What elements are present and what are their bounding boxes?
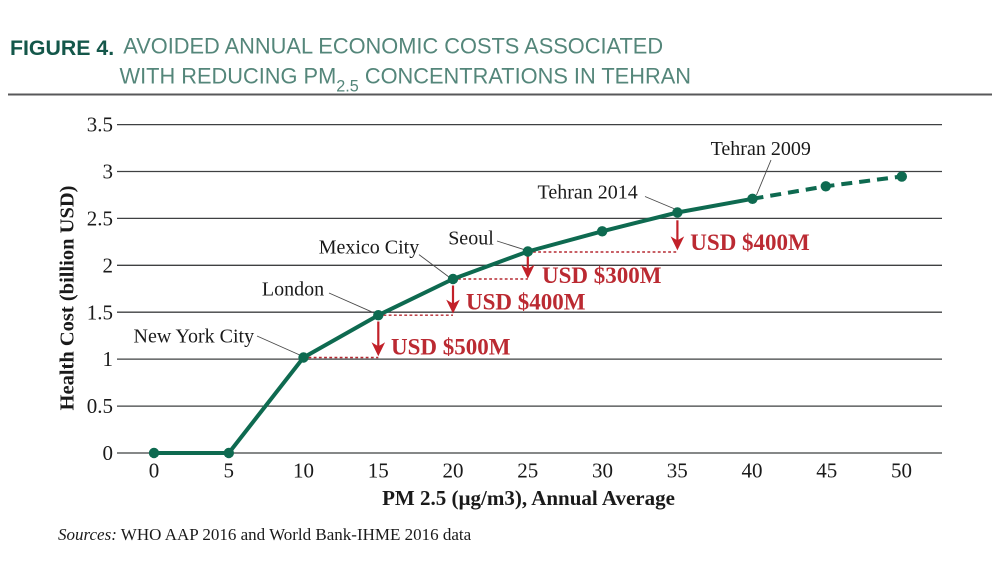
svg-text:PM 2.5 (µg/m3), Annual Average: PM 2.5 (µg/m3), Annual Average xyxy=(382,486,675,510)
svg-text:1.5: 1.5 xyxy=(87,300,113,324)
svg-text:2.5: 2.5 xyxy=(87,207,113,231)
svg-text:25: 25 xyxy=(517,458,538,482)
svg-text:Sources: WHO AAP 2016 and Worl: Sources: WHO AAP 2016 and World Bank-IHM… xyxy=(58,525,472,544)
svg-text:5: 5 xyxy=(224,458,235,482)
svg-text:1: 1 xyxy=(103,347,114,371)
svg-text:USD $300M: USD $300M xyxy=(542,263,662,288)
svg-text:3: 3 xyxy=(103,160,114,184)
svg-text:35: 35 xyxy=(667,458,688,482)
svg-text:40: 40 xyxy=(742,458,763,482)
svg-text:50: 50 xyxy=(891,458,912,482)
svg-text:45: 45 xyxy=(816,458,837,482)
svg-text:0: 0 xyxy=(149,458,160,482)
svg-text:AVOIDED ANNUAL ECONOMIC COSTS: AVOIDED ANNUAL ECONOMIC COSTS ASSOCIATED xyxy=(123,33,663,58)
svg-text:USD $500M: USD $500M xyxy=(391,335,511,360)
svg-text:30: 30 xyxy=(592,458,613,482)
svg-text:3.5: 3.5 xyxy=(87,113,113,137)
svg-text:15: 15 xyxy=(368,458,389,482)
svg-text:Seoul: Seoul xyxy=(448,228,494,250)
svg-text:0.5: 0.5 xyxy=(87,394,113,418)
svg-text:FIGURE 4.: FIGURE 4. xyxy=(10,36,114,60)
svg-text:0: 0 xyxy=(103,441,114,465)
svg-text:20: 20 xyxy=(443,458,464,482)
svg-text:USD $400M: USD $400M xyxy=(690,230,810,255)
svg-text:USD $400M: USD $400M xyxy=(466,290,586,315)
svg-text:London: London xyxy=(262,278,324,300)
svg-text:10: 10 xyxy=(293,458,314,482)
svg-text:New York City: New York City xyxy=(134,326,255,348)
svg-text:Health Cost (billion USD): Health Cost (billion USD) xyxy=(57,186,79,411)
svg-text:Tehran 2009: Tehran 2009 xyxy=(711,138,811,160)
svg-text:2: 2 xyxy=(103,253,114,277)
svg-text:Tehran 2014: Tehran 2014 xyxy=(538,182,638,204)
svg-text:Mexico City: Mexico City xyxy=(319,236,420,258)
